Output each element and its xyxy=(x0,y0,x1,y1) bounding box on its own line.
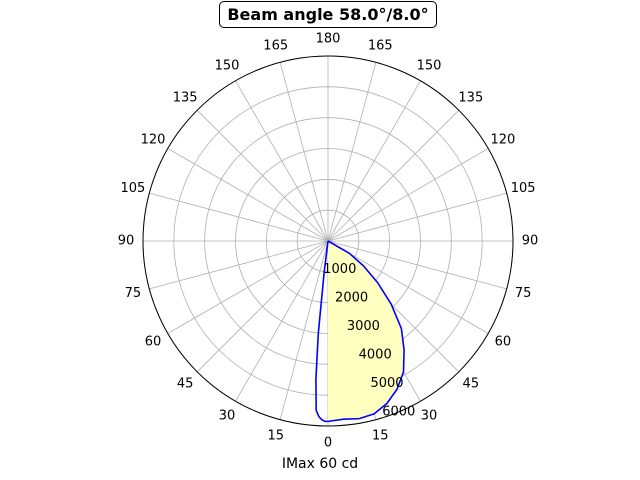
angle-tick-label: 45 xyxy=(463,376,480,391)
angular-gridline xyxy=(196,240,329,373)
angle-tick-label: 75 xyxy=(125,286,142,301)
angular-gridline xyxy=(279,62,329,242)
angle-tick-label: 150 xyxy=(417,59,442,74)
angle-tick-label: 30 xyxy=(421,408,438,423)
angle-tick-label: 165 xyxy=(263,38,288,53)
angular-gridline xyxy=(235,80,329,242)
angular-gridline xyxy=(327,240,507,290)
angle-tick-label: 60 xyxy=(495,335,512,350)
angular-gridline xyxy=(327,192,507,242)
radial-tick-label: 5000 xyxy=(370,376,403,391)
angle-tick-label: 180 xyxy=(316,32,341,47)
angular-gridline xyxy=(235,240,329,402)
radial-tick-label: 2000 xyxy=(335,290,368,305)
angle-tick-label: 15 xyxy=(372,429,389,444)
radial-tick-label: 6000 xyxy=(382,404,415,419)
angle-tick-label: 75 xyxy=(515,286,532,301)
radial-tick-label: 4000 xyxy=(359,347,392,362)
intensity-curve xyxy=(315,240,405,423)
angle-tick-label: 135 xyxy=(173,91,198,106)
angular-gridline xyxy=(327,240,489,334)
angle-tick-label: 135 xyxy=(458,91,483,106)
chart-title: Beam angle 58.0°/8.0° xyxy=(219,1,437,28)
angle-tick-label: 60 xyxy=(145,335,162,350)
angular-gridline xyxy=(327,80,421,242)
angle-tick-label: 165 xyxy=(368,38,393,53)
x-axis-label: IMax 60 cd xyxy=(281,456,359,472)
radial-tick-label: 3000 xyxy=(347,319,380,334)
angle-tick-label: 45 xyxy=(177,376,194,391)
angular-gridline xyxy=(149,240,329,290)
angle-tick-label: 105 xyxy=(511,181,536,196)
angular-gridline xyxy=(327,148,489,242)
tick-labels: 180 1651501351201059075604530150153045607… xyxy=(118,32,539,451)
angular-gridline xyxy=(279,240,329,420)
angle-tick-label: 30 xyxy=(219,408,236,423)
angle-tick-label: 0 xyxy=(324,436,332,451)
angle-tick-label: 150 xyxy=(215,59,240,74)
angular-gridline xyxy=(196,109,329,242)
angular-gridline xyxy=(327,62,377,242)
angle-tick-label: 120 xyxy=(491,133,516,148)
angle-tick-label: 120 xyxy=(141,133,166,148)
angular-gridline xyxy=(327,109,460,242)
angle-tick-label: 105 xyxy=(120,181,145,196)
angle-tick-label: 90 xyxy=(118,234,135,249)
beam-fill-area xyxy=(328,241,405,422)
angular-gridline xyxy=(167,148,329,242)
angular-gridline xyxy=(149,192,329,242)
data-layer xyxy=(315,240,405,423)
radial-tick-label: 1000 xyxy=(323,262,356,277)
polar-frame xyxy=(142,55,514,427)
angular-gridline xyxy=(167,240,329,334)
angle-tick-label: 90 xyxy=(522,234,539,249)
angle-tick-label: 15 xyxy=(267,429,284,444)
